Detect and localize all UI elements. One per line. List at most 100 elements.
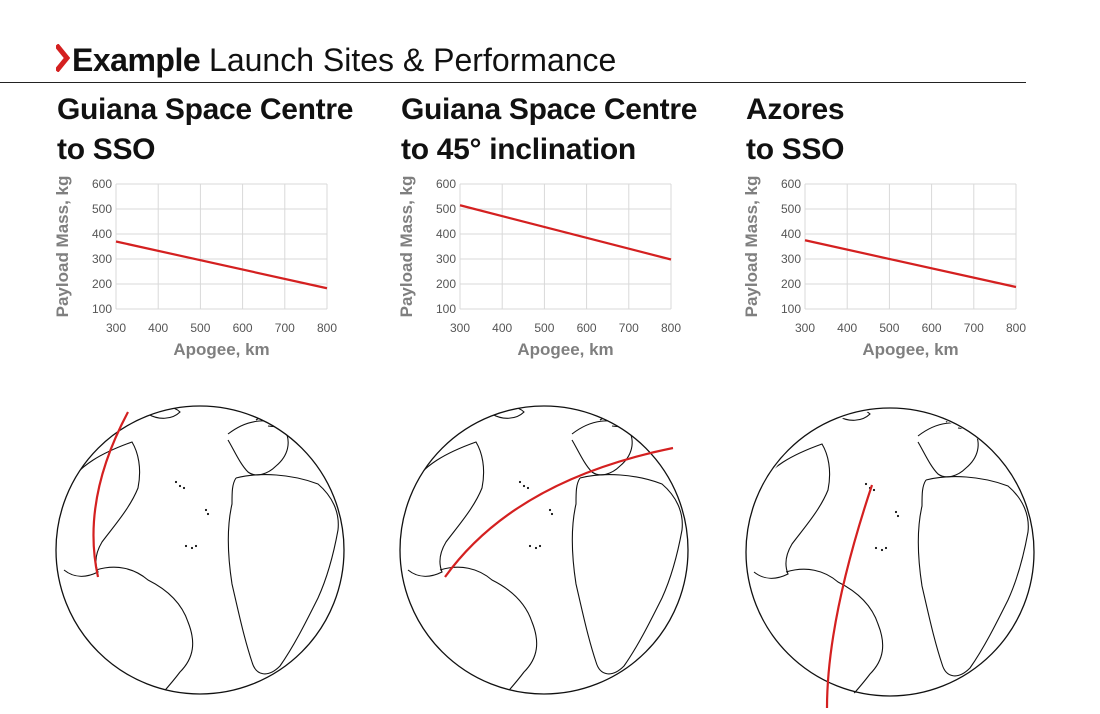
island-dot (874, 546, 878, 550)
page-title-bold: Example (72, 42, 201, 78)
coastline (917, 476, 1029, 677)
panel-title-line2: to 45° inclination (401, 133, 636, 166)
chevron-right-icon (56, 44, 70, 72)
panel-guiana-sso: Guiana Space Centre to SSO 100 200 300 400 5… (53, 90, 396, 710)
island-dot (872, 488, 876, 492)
x-tick-label: 700 (964, 321, 984, 335)
launch-trajectory (825, 484, 874, 709)
island-dot (204, 508, 208, 512)
island-dot (522, 484, 526, 488)
x-tick-label: 400 (837, 321, 857, 335)
chart-guiana-sso: 100 200 300 400 500 600 300 400 500 600 700 800 Apog… (53, 176, 345, 695)
x-tick-label: 400 (148, 321, 168, 335)
x-tick-label: 800 (661, 321, 681, 335)
island-dot (884, 546, 888, 550)
coastline (753, 443, 831, 579)
y-tick-label: 500 (92, 202, 112, 216)
globe-icon (55, 405, 345, 695)
series-line (804, 239, 1017, 289)
coastline (227, 474, 339, 675)
y-tick-label: 400 (436, 227, 456, 241)
coastline (95, 566, 194, 694)
y-tick-label: 400 (92, 227, 112, 241)
globe-icon (745, 407, 1035, 709)
island-dot (896, 514, 900, 518)
x-tick-label: 600 (922, 321, 942, 335)
x-axis-label: Apogee, km (862, 340, 958, 359)
panel-title-line1: Azores (746, 93, 845, 126)
x-tick-label: 600 (233, 321, 253, 335)
y-axis-label: Payload Mass, kg (742, 176, 761, 318)
y-axis-label: Payload Mass, kg (53, 176, 72, 318)
page-title: Example Launch Sites & Performance (72, 42, 616, 78)
y-tick-label: 300 (92, 252, 112, 266)
panel-title: Guiana Space Centre to SSO (57, 90, 353, 170)
island-dot (206, 512, 210, 516)
y-tick-label: 200 (781, 277, 801, 291)
x-axis-label: Apogee, km (173, 340, 269, 359)
x-tick-label: 300 (795, 321, 815, 335)
y-tick-label: 300 (781, 252, 801, 266)
island-dot (194, 544, 198, 548)
island-dot (538, 544, 542, 548)
page-title-rest: Launch Sites & Performance (209, 42, 617, 78)
y-tick-label: 600 (92, 177, 112, 191)
launch-trajectory (92, 411, 129, 578)
panel-title: Guiana Space Centre to 45° inclination (401, 90, 697, 170)
coastline (439, 566, 538, 694)
island-dot (894, 510, 898, 514)
coastline (571, 474, 683, 675)
island-dot (174, 480, 178, 484)
coastline (837, 410, 871, 421)
x-tick-label: 800 (317, 321, 337, 335)
panel-title-line2: to SSO (746, 133, 845, 166)
y-axis-label: Payload Mass, kg (397, 176, 416, 318)
y-tick-label: 500 (436, 202, 456, 216)
chart-plot: 100 200 300 400 500 600 300 400 500 600 700 800 Apog… (742, 176, 1026, 359)
panel-guiana-45: Guiana Space Centre to 45° inclination 1… (397, 90, 740, 710)
y-tick-label: 300 (436, 252, 456, 266)
x-tick-label: 500 (190, 321, 210, 335)
island-dot (190, 546, 194, 550)
chart-azores-sso: 100 200 300 400 500 600 300 400 500 600 700 800 Apog… (742, 176, 1035, 709)
panel-title: Azores to SSO (746, 90, 845, 170)
y-tick-label: 500 (781, 202, 801, 216)
island-dot (182, 486, 186, 490)
y-tick-label: 100 (92, 302, 112, 316)
y-tick-label: 400 (781, 227, 801, 241)
globe-icon (399, 405, 689, 695)
x-tick-label: 700 (275, 321, 295, 335)
y-tick-label: 200 (436, 277, 456, 291)
series-line (115, 240, 328, 290)
panel-title-line2: to SSO (57, 133, 156, 166)
globe-outline (55, 405, 345, 695)
x-tick-label: 300 (450, 321, 470, 335)
island-dot (864, 482, 868, 486)
island-dot (184, 544, 188, 548)
island-dot (550, 512, 554, 516)
x-tick-label: 400 (492, 321, 512, 335)
x-tick-label: 300 (106, 321, 126, 335)
coastline (785, 568, 884, 698)
launch-trajectory (444, 446, 674, 578)
x-tick-label: 500 (534, 321, 554, 335)
island-dot (178, 484, 182, 488)
x-tick-label: 500 (879, 321, 899, 335)
y-tick-label: 200 (92, 277, 112, 291)
panel-title-line1: Guiana Space Centre (401, 93, 698, 126)
island-dot (880, 548, 884, 552)
island-dot (548, 508, 552, 512)
header-divider (0, 82, 1026, 83)
y-tick-label: 600 (436, 177, 456, 191)
page-header: Example Launch Sites & Performance (56, 40, 1082, 82)
x-tick-label: 800 (1006, 321, 1026, 335)
island-dot (528, 544, 532, 548)
chart-plot: 100 200 300 400 500 600 300 400 500 600 700 800 Apog… (397, 176, 681, 359)
series-line (459, 204, 672, 261)
globe-outline (745, 407, 1035, 697)
globe-outline (399, 405, 689, 695)
island-dot (518, 480, 522, 484)
y-tick-label: 600 (781, 177, 801, 191)
x-axis-label: Apogee, km (517, 340, 613, 359)
chart-plot: 100 200 300 400 500 600 300 400 500 600 700 800 Apog… (53, 176, 337, 359)
